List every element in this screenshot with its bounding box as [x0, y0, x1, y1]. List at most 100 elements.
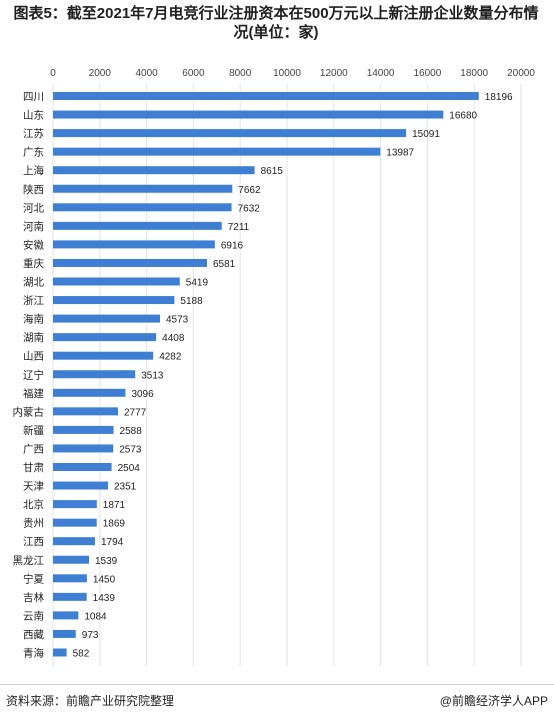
value-label: 973	[82, 630, 99, 641]
bar	[53, 648, 67, 657]
value-label: 13987	[386, 148, 414, 159]
bar	[53, 92, 479, 100]
bar	[53, 351, 154, 360]
bar	[53, 314, 161, 323]
bar	[53, 481, 109, 490]
bar	[53, 388, 126, 397]
value-label: 4408	[162, 333, 185, 344]
source-note: 资料来源：前瞻产业研究院整理	[6, 694, 175, 708]
value-label: 18196	[485, 92, 513, 103]
category-label: 新疆	[23, 424, 44, 437]
category-label: 广西	[23, 443, 44, 455]
category-labels: 四川山东江苏广东上海陕西河北河南安徽重庆湖北浙江海南湖南山西辽宁福建内蒙古新疆广…	[13, 91, 45, 660]
value-label: 5419	[186, 278, 209, 289]
category-label: 天津	[23, 481, 44, 493]
value-label: 7662	[238, 185, 261, 196]
category-label: 广东	[23, 146, 44, 159]
bar-chart: 0 2000 4000 6000 8000 10000 12000 14000 16000 180…	[13, 68, 535, 666]
category-label: 青海	[23, 647, 44, 660]
category-label: 山西	[23, 351, 44, 363]
category-label: 重庆	[23, 257, 44, 270]
value-label: 7211	[228, 222, 250, 233]
value-label: 1439	[93, 593, 116, 604]
category-label: 湖南	[23, 331, 44, 344]
category-label: 北京	[23, 498, 44, 511]
bar	[53, 296, 175, 305]
category-label: 四川	[23, 91, 44, 103]
category-label: 安徽	[23, 238, 44, 251]
category-label: 黑龙江	[13, 554, 45, 567]
brand-credit: @前瞻经济学人APP	[439, 694, 548, 708]
bar	[53, 518, 97, 527]
category-label: 浙江	[23, 295, 44, 307]
value-label: 6916	[221, 240, 244, 251]
category-label: 贵州	[23, 517, 44, 530]
bar	[53, 444, 114, 453]
bar	[53, 407, 118, 416]
bar	[53, 463, 112, 471]
value-label: 2777	[124, 407, 147, 418]
value-label: 2573	[119, 444, 142, 455]
value-label: 2351	[114, 482, 137, 493]
value-label: 1084	[84, 611, 107, 622]
value-label: 1794	[101, 537, 124, 548]
bar	[53, 277, 180, 286]
value-label: 2588	[120, 426, 143, 437]
category-label: 江西	[23, 536, 44, 548]
bar	[53, 537, 95, 546]
value-label: 8615	[261, 166, 284, 177]
x-tick-label: 14000	[367, 68, 395, 79]
grid-lines	[52, 84, 522, 666]
value-label: 16680	[449, 111, 477, 122]
category-label: 宁夏	[23, 572, 44, 585]
bars	[53, 92, 479, 657]
bar	[53, 258, 207, 267]
category-label: 内蒙古	[13, 405, 45, 418]
value-label: 3096	[131, 389, 154, 400]
category-label: 福建	[23, 387, 44, 400]
bar	[53, 147, 381, 156]
category-label: 西藏	[23, 629, 44, 641]
bar	[53, 166, 255, 175]
bar	[53, 611, 79, 620]
category-label: 河南	[23, 220, 44, 233]
x-tick-label: 2000	[89, 68, 112, 79]
x-tick-label: 12000	[320, 68, 348, 79]
category-label: 辽宁	[23, 368, 44, 381]
x-tick-label: 16000	[413, 68, 441, 79]
bar	[53, 333, 157, 342]
category-label: 海南	[23, 313, 44, 326]
bar	[53, 370, 136, 379]
x-tick-label: 4000	[135, 68, 158, 79]
value-label: 3513	[141, 370, 164, 381]
category-label: 山东	[23, 109, 44, 122]
footer: 资料来源：前瞻产业研究院整理 @前瞻经济学人APP	[0, 684, 554, 721]
bar	[53, 184, 233, 193]
x-tick-label: 6000	[182, 68, 205, 79]
x-tick-label: 18000	[460, 68, 488, 79]
x-tick-label: 0	[50, 68, 56, 79]
value-label: 7632	[238, 203, 261, 214]
value-label: 1450	[93, 574, 116, 585]
bar	[53, 240, 215, 249]
x-tick-label: 8000	[229, 68, 252, 79]
bar	[53, 629, 76, 638]
category-label: 云南	[23, 609, 44, 622]
value-label: 2504	[118, 463, 141, 474]
x-axis-ticks: 0 2000 4000 6000 8000 10000 12000 14000 16000 180…	[50, 68, 535, 79]
value-label: 4282	[159, 352, 182, 363]
bar	[53, 221, 222, 230]
x-tick-label: 20000	[507, 68, 535, 79]
bar	[53, 574, 87, 583]
bar	[53, 110, 444, 119]
category-label: 河北	[23, 202, 44, 214]
bar	[53, 555, 90, 564]
bar	[53, 592, 87, 601]
category-label: 吉林	[23, 591, 44, 604]
bar	[53, 129, 407, 138]
category-label: 湖北	[23, 277, 44, 289]
value-label: 1539	[95, 556, 118, 567]
value-label: 5188	[180, 296, 203, 307]
value-label: 1869	[103, 519, 126, 530]
